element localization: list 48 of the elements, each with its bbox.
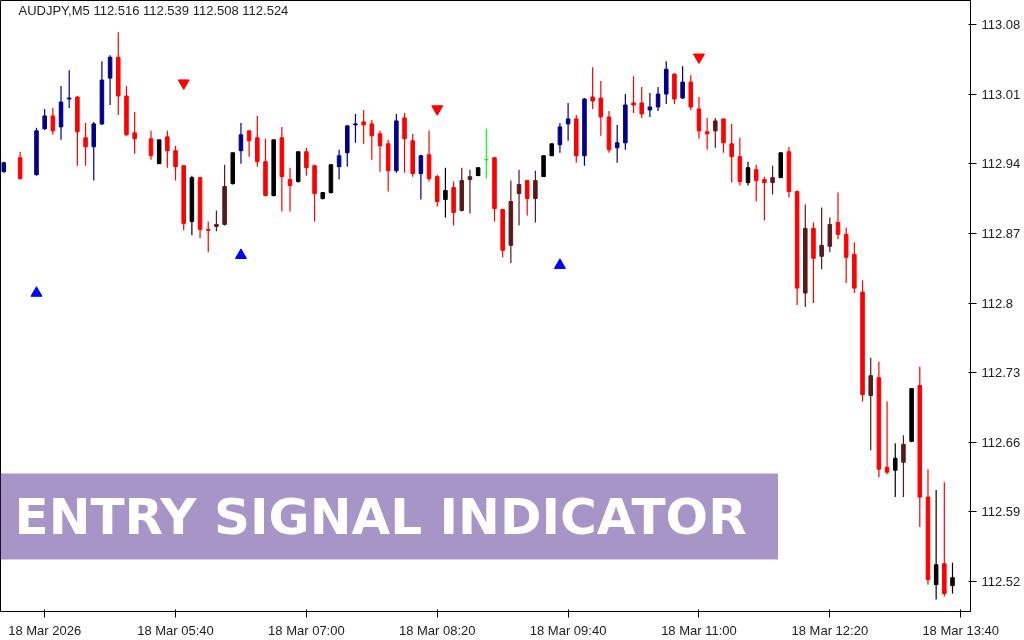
candlestick xyxy=(680,65,685,100)
y-tick-label: 112.94 xyxy=(981,156,1021,172)
candlestick xyxy=(312,165,317,223)
y-tick-label: 112.87 xyxy=(981,225,1021,241)
y-tick-label: 112.8 xyxy=(981,295,1014,311)
candlestick xyxy=(75,95,80,167)
candlestick xyxy=(721,118,726,154)
y-tick-label: 112.73 xyxy=(981,365,1021,381)
candlestick xyxy=(713,117,718,149)
candlestick xyxy=(156,139,162,165)
y-tick-label: 112.66 xyxy=(981,434,1021,450)
candlestick xyxy=(639,86,644,119)
candlestick xyxy=(541,155,546,178)
x-tick-label: 18 Mar 08:20 xyxy=(398,622,476,638)
candlestick xyxy=(524,180,530,217)
x-tick-label: 18 Mar 09:40 xyxy=(529,622,607,638)
x-tick-label: 18 Mar 12:20 xyxy=(791,622,869,638)
y-tick-label: 112.52 xyxy=(981,574,1021,590)
candlestick xyxy=(770,165,775,196)
y-tick-label: 112.59 xyxy=(981,504,1021,520)
candlestick xyxy=(590,66,595,110)
candlestick xyxy=(205,220,211,253)
candlestick xyxy=(66,69,72,109)
candlestick xyxy=(598,80,604,137)
candlestick xyxy=(83,122,88,167)
candlestick xyxy=(475,167,481,177)
x-tick-label: 18 Mar 11:00 xyxy=(661,622,737,638)
x-tick-label: 18 Mar 05:40 xyxy=(137,622,214,638)
candlestick xyxy=(778,152,784,179)
candlestick xyxy=(361,109,366,145)
candlestick xyxy=(819,206,824,270)
text: ENTRY SIGNAL INDICATOR xyxy=(14,487,747,546)
x-tick-label: 18 Mar 07:00 xyxy=(268,622,345,638)
y-tick-label: 113.08 xyxy=(981,16,1021,32)
chart-subtitle: AUDJPY,M5 112.516 112.539 112.508 112.524 xyxy=(18,2,289,18)
candlestick xyxy=(214,209,219,232)
candlestick xyxy=(688,74,694,111)
candlestick xyxy=(672,72,677,105)
candlestick xyxy=(950,562,955,595)
x-tick-label: 18 Mar 13:40 xyxy=(922,622,999,638)
candlestick xyxy=(353,113,358,144)
candlestick xyxy=(443,167,448,219)
candlestick xyxy=(50,107,56,136)
candlestick xyxy=(42,108,47,131)
candlestick xyxy=(631,75,636,114)
x-tick-label: 18 Mar 2026 xyxy=(8,622,82,638)
candlestick xyxy=(762,176,767,222)
y-tick-label: 113.01 xyxy=(981,86,1021,102)
